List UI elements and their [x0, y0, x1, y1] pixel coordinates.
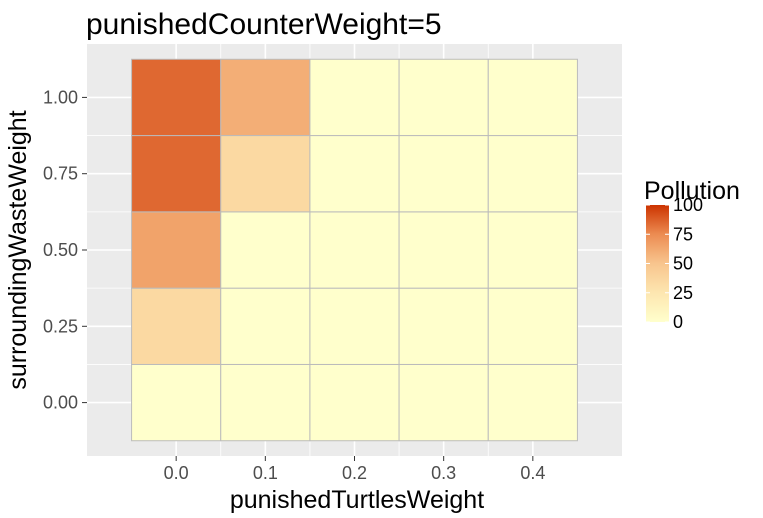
y-axis-title: surroundingWasteWeight [4, 110, 32, 389]
legend-tick-label: 0 [673, 312, 683, 332]
chart-title: punishedCounterWeight=5 [86, 8, 442, 41]
heatmap-cell [487, 287, 578, 365]
heatmap-cell [309, 363, 400, 442]
x-tick-label: 0.3 [431, 463, 456, 483]
heatmap-cell [487, 135, 578, 213]
y-axis-ticks: 0.00 0.25 0.50 0.75 1.00 [43, 87, 87, 413]
heatmap-cell [220, 58, 311, 137]
heatmap-cell [220, 287, 311, 365]
heatmap-cell [398, 211, 489, 289]
x-tick-label: 0.4 [520, 463, 545, 483]
heatmap-cell [487, 211, 578, 289]
y-tick-label: 0.25 [43, 316, 78, 336]
heatmap-tiles [131, 58, 578, 442]
legend-tick-label: 100 [673, 195, 703, 215]
heatmap-cell [487, 58, 578, 137]
heatmap-cell [131, 363, 222, 442]
heatmap-cell [309, 211, 400, 289]
heatmap-cell [131, 287, 222, 365]
heatmap-cell [220, 135, 311, 213]
legend-ticks: 0 25 50 75 100 [646, 195, 703, 332]
y-tick-label: 1.00 [43, 87, 78, 107]
y-tick-label: 0.75 [43, 164, 78, 184]
heatmap-cell [220, 211, 311, 289]
x-tick-label: 0.2 [342, 463, 367, 483]
heatmap-cell [309, 287, 400, 365]
heatmap-cell [309, 135, 400, 213]
x-axis-title: punishedTurtlesWeight [230, 486, 484, 514]
heatmap-cell [220, 363, 311, 442]
legend-tick-label: 25 [673, 283, 693, 303]
legend-tick-label: 50 [673, 254, 693, 274]
y-tick-label: 0.50 [43, 240, 78, 260]
heatmap-cell [398, 363, 489, 442]
heatmap-cell [131, 211, 222, 289]
legend-colorbar [646, 205, 669, 322]
heatmap-cell [398, 135, 489, 213]
legend-tick-label: 75 [673, 224, 693, 244]
heatmap-cell [131, 135, 222, 213]
heatmap-cell [487, 363, 578, 442]
x-tick-label: 0.0 [164, 463, 189, 483]
y-tick-label: 0.00 [43, 393, 78, 413]
heatmap-cell [131, 58, 222, 137]
heatmap-cell [398, 58, 489, 137]
x-axis-ticks: 0.0 0.1 0.2 0.3 0.4 [164, 456, 545, 483]
legend-title: Pollution [644, 177, 740, 205]
heatmap-cell [398, 287, 489, 365]
heatmap-cell [309, 58, 400, 137]
x-tick-label: 0.1 [253, 463, 278, 483]
